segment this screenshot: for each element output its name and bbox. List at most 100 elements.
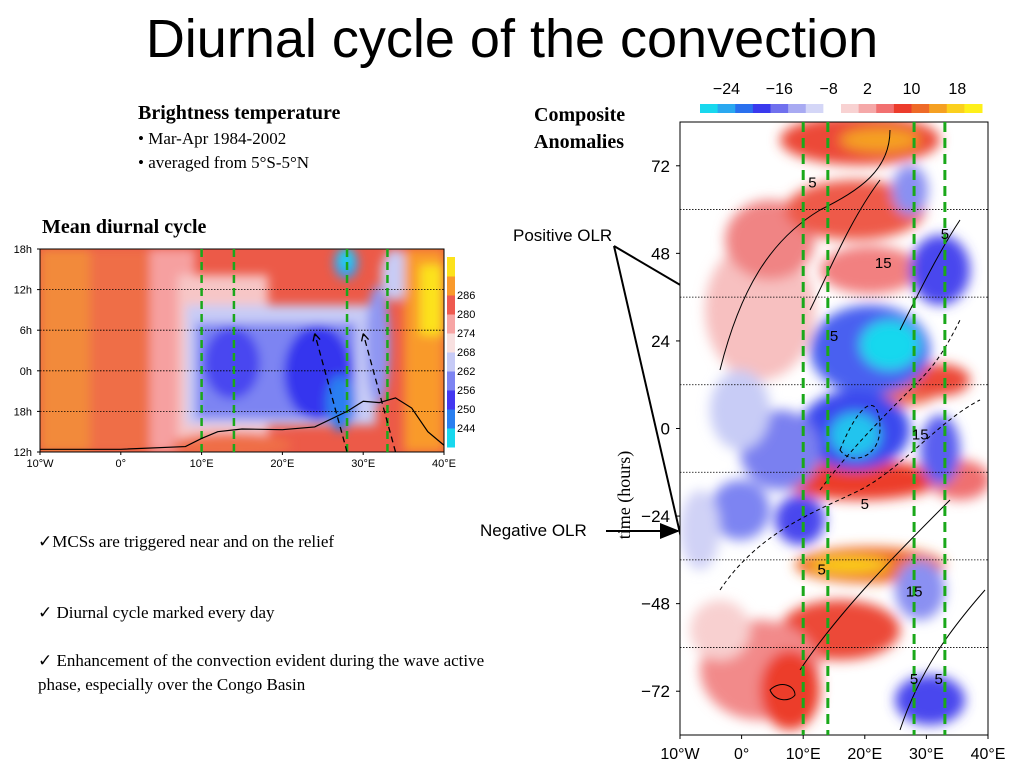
colorbar-label: −24 xyxy=(713,81,740,98)
x-tick-label: 40°E xyxy=(971,746,1006,763)
y-tick-label: 0h xyxy=(20,366,32,378)
colorbar-segment xyxy=(858,104,877,113)
colorbar-label: 280 xyxy=(457,309,475,321)
contour-line-small xyxy=(769,684,796,701)
colorbar-segment xyxy=(893,104,912,113)
colorbar-label: 250 xyxy=(457,404,475,416)
colorbar-label: 244 xyxy=(457,423,475,435)
contour-label: 5 xyxy=(808,175,816,192)
contour-line-15-upper xyxy=(809,179,881,311)
colorbar-segment xyxy=(788,104,807,113)
y-tick-label: 24 xyxy=(651,332,670,351)
contour-label: 5 xyxy=(941,226,949,243)
colorbar-segment xyxy=(823,104,842,113)
x-tick-label: 10°W xyxy=(26,458,54,470)
mean-cycle-frame xyxy=(39,248,445,453)
x-tick-label: 0° xyxy=(734,746,749,763)
colorbar-label: −16 xyxy=(766,81,793,98)
contour-line-dashed-mid xyxy=(819,319,961,491)
colorbar-segment xyxy=(447,257,455,277)
colorbar-segment xyxy=(447,352,455,372)
x-tick-labels: 10°W 0° 10°E 20°E 30°E 40°E xyxy=(660,735,1005,763)
colorbar-segment xyxy=(770,104,789,113)
negative-olr-label: Negative OLR xyxy=(480,521,587,540)
colorbar-segment xyxy=(447,428,455,448)
contour-line-bottom-right xyxy=(899,589,986,731)
cold-cloud-track xyxy=(362,333,397,453)
relief-lines xyxy=(801,122,947,735)
y-tick-label: 12h xyxy=(14,447,32,459)
mean-cycle-colorbar: 244 250 256 262 268 274 280 286 xyxy=(447,257,475,448)
x-tick-label: 20°E xyxy=(847,746,882,763)
track-arrowhead xyxy=(312,333,321,342)
x-tick-label: 40°E xyxy=(432,458,456,470)
colorbar-segment xyxy=(447,276,455,296)
colorbar-segment xyxy=(946,104,965,113)
y-tick-label: −24 xyxy=(641,507,670,526)
contour-label: 5 xyxy=(818,561,826,578)
mean-cycle-chart: 10°W 0° 10°E 20°E 30°E 40°E 12h18h0h6h12h18h … xyxy=(14,244,475,470)
contour-line-dashed-low xyxy=(719,399,981,591)
colorbar-segment xyxy=(447,295,455,315)
y-tick-label: 0 xyxy=(661,420,670,439)
colorbar-label: 274 xyxy=(457,328,475,340)
topography-profile xyxy=(40,397,445,450)
contour-line-closed xyxy=(839,405,881,459)
colorbar-segment xyxy=(841,104,860,113)
relief-lines xyxy=(200,249,389,452)
y-tick-label: 12h xyxy=(14,285,32,297)
colorbar-segment xyxy=(752,104,771,113)
positive-olr-label: Positive OLR xyxy=(513,226,613,245)
bullet-mcs: ✓MCSs are triggered near and on the reli… xyxy=(38,532,335,551)
composite-field xyxy=(680,122,988,735)
bullet-enhancement-cont: phase, especially over the Congo Basin xyxy=(38,675,306,694)
bullet-diurnal: ✓ Diurnal cycle marked every day xyxy=(38,603,275,622)
contour-label: 15 xyxy=(912,426,929,443)
diurnal-reference-lines xyxy=(680,209,988,648)
x-tick-label: 10°E xyxy=(190,458,214,470)
colorbar-segment xyxy=(911,104,930,113)
contour-label: 5 xyxy=(935,671,943,688)
contour-label: 5 xyxy=(861,496,869,513)
contour-line-right xyxy=(899,219,961,331)
contour-label: 5 xyxy=(910,671,918,688)
composite-colorbar: −24 −16 −8 2 10 18 xyxy=(700,81,983,113)
y-tick-labels: 12h 18h 0h 6h 12h 18h xyxy=(14,244,40,459)
contour-label: 5 xyxy=(830,328,838,345)
composite-heading-line2: Anomalies xyxy=(534,131,624,153)
y-tick-labels: 72 48 24 0 −24 −48 −72 xyxy=(641,157,680,701)
brightness-bullet-latitude: • averaged from 5°S-5°N xyxy=(138,153,310,172)
colorbar-segment xyxy=(805,104,824,113)
slide-title: Diurnal cycle of the convection xyxy=(145,9,879,69)
y-tick-label: −48 xyxy=(641,595,670,614)
y-tick-label: −72 xyxy=(641,682,670,701)
composite-heading-line1: Composite xyxy=(534,104,626,126)
colorbar-label: 268 xyxy=(457,347,475,359)
contour-label: 15 xyxy=(906,583,923,600)
colorbar-label: 18 xyxy=(948,81,966,98)
colorbar-label: 262 xyxy=(457,366,475,378)
x-tick-label: 0° xyxy=(116,458,127,470)
cold-cloud-tracks xyxy=(312,333,397,453)
y-tick-label: 18h xyxy=(14,244,32,256)
x-tick-label: 20°E xyxy=(270,458,294,470)
colorbar-segment xyxy=(447,390,455,410)
colorbar-segment xyxy=(447,333,455,353)
bullet-enhancement: ✓ Enhancement of the convection evident … xyxy=(38,651,485,670)
colorbar-segment xyxy=(717,104,736,113)
colorbar-label: 256 xyxy=(457,385,475,397)
colorbar-segment xyxy=(700,104,719,113)
mean-cycle-heading: Mean diurnal cycle xyxy=(42,216,207,238)
colorbar-segment xyxy=(447,314,455,334)
colorbar-segment xyxy=(964,104,983,113)
x-tick-label: 30°E xyxy=(909,746,944,763)
brightness-heading: Brightness temperature xyxy=(138,102,341,124)
colorbar-segment xyxy=(447,409,455,429)
cold-cloud-track xyxy=(314,333,348,453)
colorbar-label: 2 xyxy=(863,81,872,98)
colorbar-segment xyxy=(929,104,948,113)
y-tick-label: 6h xyxy=(20,325,32,337)
x-tick-label: 10°E xyxy=(786,746,821,763)
composite-heading: Composite Anomalies xyxy=(534,102,625,156)
colorbar-label: 10 xyxy=(903,81,921,98)
